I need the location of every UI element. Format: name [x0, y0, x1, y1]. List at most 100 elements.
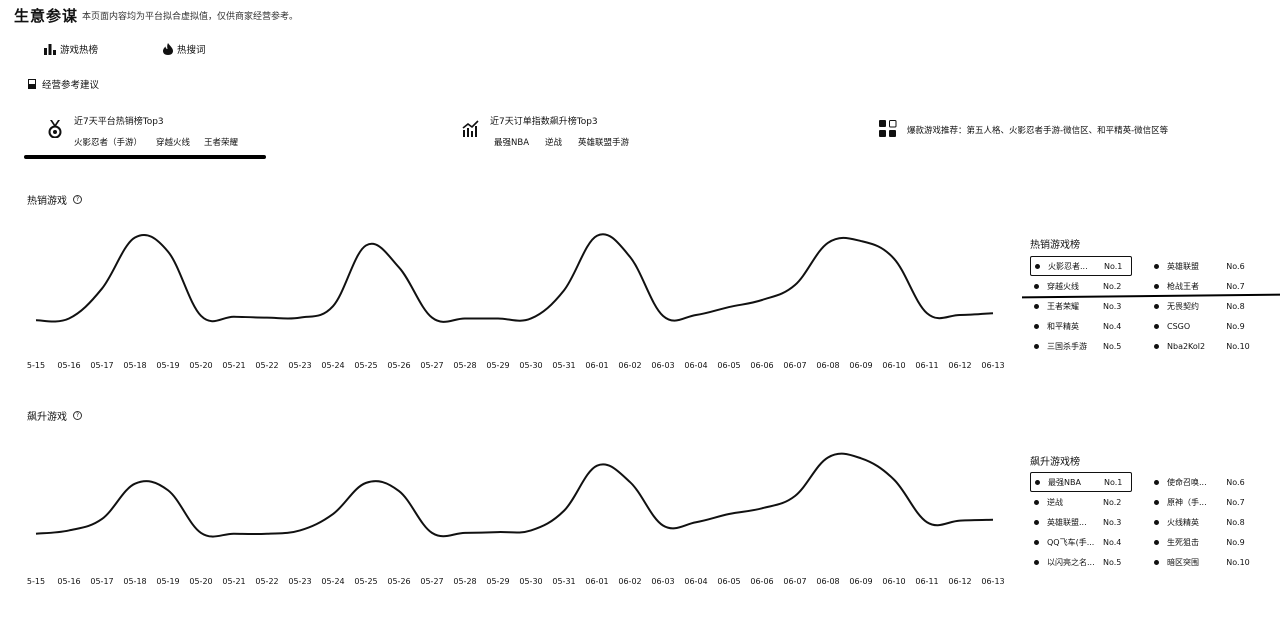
legend-dot-icon	[1034, 284, 1039, 289]
data-point[interactable]	[164, 486, 172, 494]
legend-name: 最强NBA	[1048, 477, 1104, 488]
x-tick-label: 05-16	[57, 577, 80, 586]
legend-item[interactable]: 枪战王者 No.7	[1150, 276, 1250, 296]
legend-name: 英雄联盟...	[1047, 517, 1103, 528]
data-point[interactable]	[329, 510, 337, 518]
x-tick-label: 05-19	[156, 577, 179, 586]
data-point[interactable]	[32, 530, 40, 538]
data-point[interactable]	[824, 453, 832, 461]
data-point[interactable]	[560, 507, 568, 515]
data-point[interactable]	[197, 529, 205, 537]
legend-name: 使命召唤...	[1167, 477, 1222, 488]
legend-item[interactable]: 英雄联盟 No.6	[1150, 256, 1250, 276]
x-tick-label: 06-09	[849, 577, 872, 586]
data-point[interactable]	[131, 480, 139, 488]
legend-rank: No.7	[1226, 498, 1250, 507]
legend-dot-icon	[1154, 540, 1159, 545]
legend-item[interactable]: 三国杀手游 No.5	[1030, 336, 1132, 356]
data-point[interactable]	[395, 487, 403, 495]
data-point[interactable]	[428, 529, 436, 537]
legend-rank: No.9	[1226, 538, 1250, 547]
legend-rank: No.8	[1226, 302, 1250, 311]
data-point[interactable]	[296, 526, 304, 534]
legend-item[interactable]: 英雄联盟... No.3	[1030, 512, 1132, 532]
x-tick-label: 05-18	[123, 577, 146, 586]
data-point[interactable]	[230, 530, 238, 538]
x-tick-label: 05-27	[420, 577, 443, 586]
legend-item[interactable]: 王者荣耀 No.3	[1030, 296, 1132, 316]
legend-name: 以闪亮之名...	[1047, 557, 1103, 568]
data-point[interactable]	[791, 492, 799, 500]
data-point[interactable]	[98, 515, 106, 523]
legend-item[interactable]: 逆战 No.2	[1030, 492, 1132, 512]
legend-name: 逆战	[1047, 497, 1103, 508]
rising-legend-col: 最强NBA No.1 逆战 No.2 英雄联盟... No.3 QQ飞车(手... No.4 以…	[1030, 472, 1132, 572]
x-tick-label: 05-20	[189, 577, 212, 586]
legend-dot-icon	[1154, 480, 1159, 485]
x-tick-label: 05-26	[387, 577, 410, 586]
legend-dot-icon	[1034, 344, 1039, 349]
legend-dot-icon	[1034, 540, 1039, 545]
legend-rank: No.5	[1103, 342, 1127, 351]
legend-dot-icon	[1034, 500, 1039, 505]
x-tick-label: 06-04	[684, 577, 707, 586]
legend-item[interactable]: 穿越火线 No.2	[1030, 276, 1132, 296]
legend-dot-icon	[1034, 304, 1039, 309]
legend-rank: No.3	[1103, 302, 1127, 311]
data-point[interactable]	[362, 479, 370, 487]
x-tick-label: 06-08	[816, 577, 839, 586]
legend-dot-icon	[1154, 344, 1159, 349]
legend-item[interactable]: QQ飞车(手... No.4	[1030, 532, 1132, 552]
series-line	[36, 454, 993, 537]
legend-name: 原神（手...	[1167, 497, 1222, 508]
legend-dot-icon	[1154, 324, 1159, 329]
data-point[interactable]	[890, 476, 898, 484]
legend-rank: No.6	[1226, 478, 1250, 487]
rising-legend-col: 使命召唤... No.6 原神（手... No.7 火线精英 No.8 生死狙击 No.9 暗区…	[1150, 472, 1250, 572]
legend-item[interactable]: CSGO No.9	[1150, 316, 1250, 336]
legend-item[interactable]: 以闪亮之名... No.5	[1030, 552, 1132, 572]
legend-name: 穿越火线	[1047, 281, 1103, 292]
legend-item[interactable]: Nba2Kol2 No.10	[1150, 336, 1250, 356]
data-point[interactable]	[65, 526, 73, 534]
data-point[interactable]	[989, 516, 997, 524]
legend-item[interactable]: 和平精英 No.4	[1030, 316, 1132, 336]
legend-name: 火影忍者...	[1048, 261, 1104, 272]
legend-dot-icon	[1154, 284, 1159, 289]
rising-legend-title: 飙升游戏榜	[1030, 453, 1080, 468]
data-point[interactable]	[593, 462, 601, 470]
x-tick-label: 05-25	[354, 577, 377, 586]
x-tick-label: 05-21	[222, 577, 245, 586]
data-point[interactable]	[857, 454, 865, 462]
x-tick-label: 06-01	[585, 577, 608, 586]
data-point[interactable]	[956, 517, 964, 525]
legend-item[interactable]: 火线精英 No.8	[1150, 512, 1250, 532]
data-point[interactable]	[659, 522, 667, 530]
legend-item[interactable]: 火影忍者... No.1	[1030, 256, 1132, 276]
data-point[interactable]	[725, 510, 733, 518]
data-point[interactable]	[461, 529, 469, 537]
data-point[interactable]	[626, 478, 634, 486]
legend-item[interactable]: 最强NBA No.1	[1030, 472, 1132, 492]
legend-rank: No.4	[1103, 322, 1127, 331]
data-point[interactable]	[494, 528, 502, 536]
x-tick-label: 05-31	[552, 577, 575, 586]
legend-item[interactable]: 无畏契约 No.8	[1150, 296, 1250, 316]
x-tick-label: 05-22	[255, 577, 278, 586]
legend-item[interactable]: 使命召唤... No.6	[1150, 472, 1250, 492]
legend-item[interactable]: 暗区突围 No.10	[1150, 552, 1250, 572]
data-point[interactable]	[527, 526, 535, 534]
legend-name: 无畏契约	[1167, 301, 1222, 312]
legend-rank: No.5	[1103, 558, 1127, 567]
data-point[interactable]	[758, 504, 766, 512]
legend-dot-icon	[1154, 500, 1159, 505]
legend-item[interactable]: 原神（手... No.7	[1150, 492, 1250, 512]
data-point[interactable]	[692, 518, 700, 526]
data-point[interactable]	[263, 530, 271, 538]
legend-rank: No.6	[1226, 262, 1250, 271]
legend-item[interactable]: 生死狙击 No.9	[1150, 532, 1250, 552]
x-tick-label: 05-30	[519, 577, 542, 586]
legend-name: Nba2Kol2	[1167, 342, 1222, 351]
hot-sales-legend-col: 火影忍者... No.1 穿越火线 No.2 王者荣耀 No.3 和平精英 No.4 三国杀手游…	[1030, 256, 1132, 356]
data-point[interactable]	[923, 518, 931, 526]
